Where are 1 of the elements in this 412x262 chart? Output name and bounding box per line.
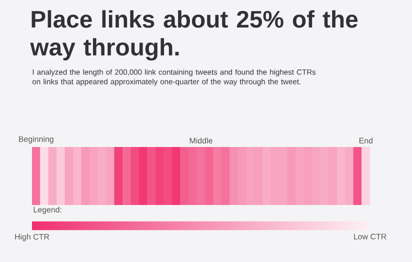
chart-title: Place links about 25% of the way through. [30, 10, 358, 60]
